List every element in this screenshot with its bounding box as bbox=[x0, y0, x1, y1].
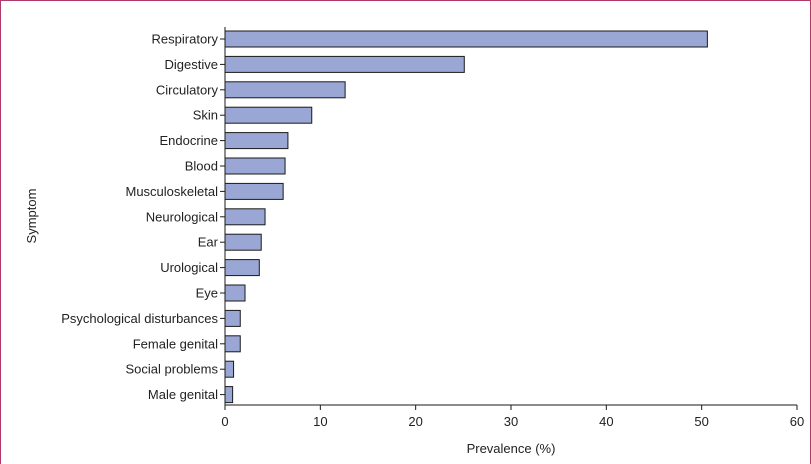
bar-eye bbox=[224, 284, 246, 302]
y-axis-label: Symptom bbox=[24, 189, 39, 244]
bar-ear bbox=[224, 233, 262, 251]
bar-neurological bbox=[224, 208, 266, 226]
category-label: Endocrine bbox=[159, 133, 218, 148]
category-labels-group: Respiratory Digestive Circulatory Skin Endoc… bbox=[61, 32, 225, 402]
bar-digestive bbox=[224, 55, 465, 73]
bar-psychological-disturbances bbox=[224, 309, 241, 327]
category-label: Circulatory bbox=[156, 82, 219, 97]
x-tick-label: 30 bbox=[504, 414, 518, 429]
category-label: Urological bbox=[160, 260, 218, 275]
x-tick-label: 20 bbox=[408, 414, 422, 429]
category-label: Musculoskeletal bbox=[126, 184, 219, 199]
x-tick-label: 0 bbox=[221, 414, 228, 429]
bar-circulatory bbox=[224, 81, 346, 99]
bar-male-genital bbox=[224, 386, 234, 404]
x-tick-label: 10 bbox=[313, 414, 327, 429]
category-label: Respiratory bbox=[152, 32, 219, 47]
category-label: Digestive bbox=[165, 57, 218, 72]
category-label: Male genital bbox=[148, 387, 218, 402]
category-label: Psychological disturbances bbox=[61, 311, 218, 326]
category-label: Neurological bbox=[146, 209, 218, 224]
bars-group bbox=[224, 30, 708, 404]
bar-blood bbox=[224, 157, 286, 175]
category-label: Female genital bbox=[133, 336, 218, 351]
x-ticks-group: 0 10 20 30 40 50 60 bbox=[221, 405, 804, 429]
x-tick-label: 40 bbox=[599, 414, 613, 429]
x-axis-label: Prevalence (%) bbox=[467, 441, 556, 456]
bar-social-problems bbox=[224, 360, 235, 378]
category-label: Blood bbox=[185, 159, 218, 174]
bar-urological bbox=[224, 259, 260, 277]
bar-endocrine bbox=[224, 132, 289, 150]
category-label: Ear bbox=[198, 235, 219, 250]
bar-musculoskeletal bbox=[224, 182, 284, 200]
category-label: Eye bbox=[196, 286, 218, 301]
bar-respiratory bbox=[224, 30, 708, 48]
category-label: Skin bbox=[193, 108, 218, 123]
bar-skin bbox=[224, 106, 313, 124]
x-tick-label: 60 bbox=[790, 414, 804, 429]
x-tick-label: 50 bbox=[694, 414, 708, 429]
bar-female-genital bbox=[224, 335, 241, 353]
category-label: Social problems bbox=[126, 362, 219, 377]
